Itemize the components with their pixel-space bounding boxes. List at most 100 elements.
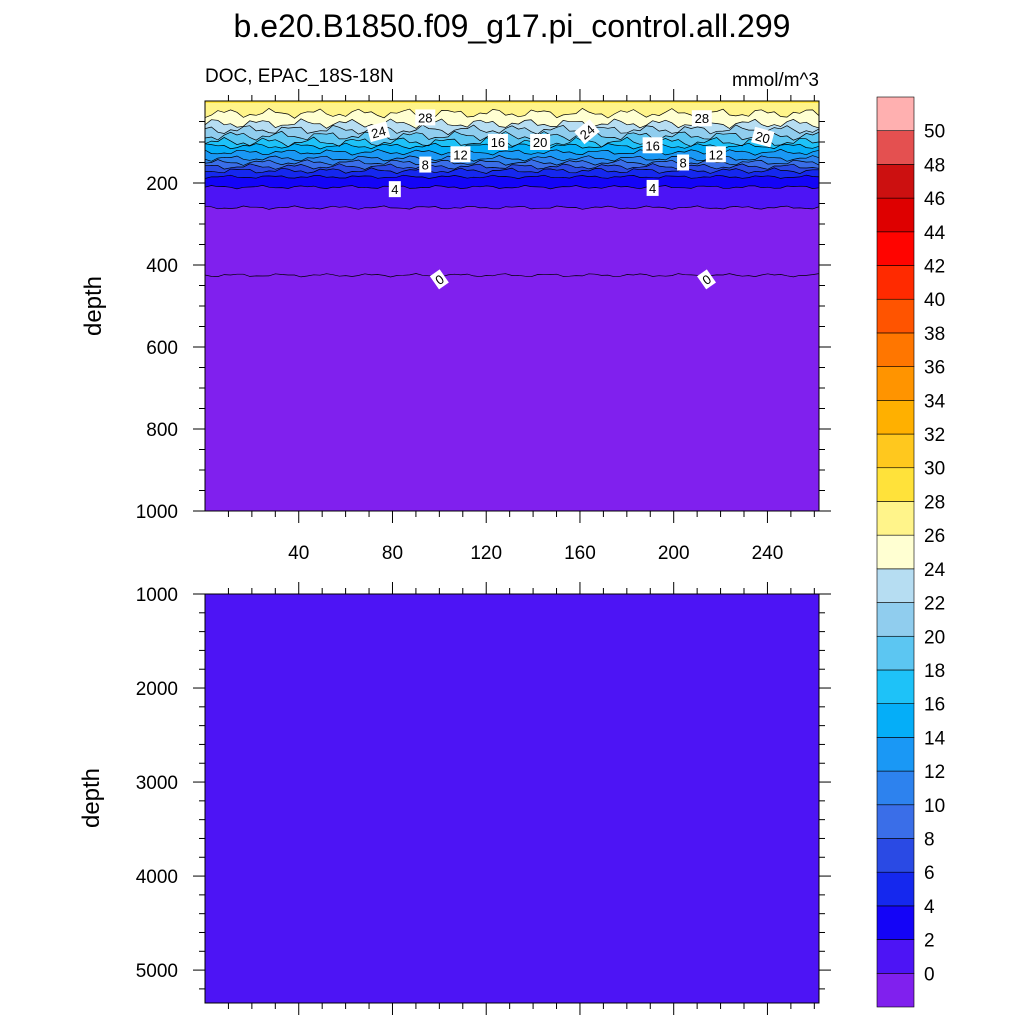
colorbar-tick-label: 0 (924, 964, 935, 985)
variable-label: DOC, EPAC_18S-18N (205, 66, 394, 87)
colorbar-tick-label: 14 (924, 728, 946, 749)
contour-label-text: 24 (370, 123, 388, 141)
contour-label-text: 4 (391, 182, 398, 197)
colorbar-tick-label: 46 (924, 189, 945, 210)
colorbar-tick-label: 38 (924, 324, 945, 345)
contour-label: 4 (646, 179, 659, 196)
colorbar-tick-label: 22 (924, 594, 945, 615)
colorbar-tick-label: 42 (924, 257, 945, 278)
x-tick-label: 40 (288, 543, 309, 564)
contour-label: 12 (705, 146, 726, 163)
colorbar-tick-label: 16 (924, 695, 945, 716)
contour-label: 0 (697, 269, 717, 290)
units-label: mmol/m^3 (732, 70, 819, 91)
contour-label: 20 (530, 134, 551, 150)
chart-title: b.e20.B1850.f09_g17.pi_control.all.299 (234, 8, 791, 44)
contour-band (205, 273, 819, 511)
contour-label: 12 (450, 146, 471, 163)
contour-band (205, 137, 819, 149)
lower-contour-fill (205, 594, 819, 1003)
colorbar-swatch (876, 433, 915, 469)
contour-band (205, 143, 819, 156)
colorbar-tick-label: 18 (924, 661, 945, 682)
colorbar-tick-label: 50 (924, 122, 945, 143)
y-tick-label: 2000 (136, 679, 178, 700)
contour-label: 24 (366, 121, 391, 143)
colorbar-tick-label: 32 (924, 425, 945, 446)
contour-label: 28 (691, 110, 712, 127)
x-tick-label: 120 (470, 543, 502, 564)
contour-label: 24 (574, 119, 600, 145)
colorbar-swatch (876, 231, 915, 266)
colorbar-swatch (876, 501, 915, 536)
contour-label: 8 (677, 154, 690, 171)
contour-line (205, 174, 819, 179)
contour-label: 0 (429, 269, 449, 290)
x-tick-label: 200 (658, 543, 690, 564)
colorbar-swatch (876, 568, 915, 603)
colorbar-tick-label: 26 (924, 526, 945, 547)
colorbar-swatch (876, 197, 915, 233)
colorbar-swatch (876, 669, 915, 704)
lower-panel: 1000 2000 3000 4000 5000 depth (78, 582, 831, 1015)
colorbar-swatch (876, 534, 915, 570)
y-tick-label: 400 (146, 256, 178, 277)
y-tick-label: 1000 (136, 502, 178, 523)
contour-label-text: 12 (709, 147, 723, 162)
contour-line (205, 167, 819, 174)
contour-band (205, 167, 819, 179)
colorbar-swatch (876, 972, 915, 1008)
contour-line (205, 185, 819, 190)
colorbar-swatch (876, 871, 915, 907)
contour-line (205, 163, 819, 170)
contour-band (205, 118, 819, 135)
colorbar-swatch (876, 96, 915, 132)
colorbar-tick-label: 30 (924, 459, 945, 480)
y-tick-label: 200 (146, 174, 178, 195)
colorbar-swatch (876, 804, 915, 839)
contour-label-box (646, 179, 659, 196)
contour-band (205, 108, 819, 129)
contour-label-box (419, 156, 432, 173)
colorbar-tick-label: 4 (924, 897, 935, 918)
contour-label: 16 (487, 134, 508, 150)
contour-label: 16 (642, 137, 663, 154)
contour-label-text: 4 (649, 181, 656, 196)
colorbar-swatch (876, 905, 915, 940)
contour-label-box (487, 134, 508, 150)
contour-line (205, 124, 819, 136)
colorbar-swatch (876, 164, 915, 199)
colorbar-swatch (876, 332, 915, 367)
contour-label-text: 12 (453, 147, 467, 162)
colorbar-swatch (876, 703, 915, 738)
y-tick-label: 3000 (136, 773, 178, 794)
colorbar-tick-label: 44 (924, 223, 946, 244)
contour-band (205, 124, 819, 141)
colorbar-tick-label: 12 (924, 762, 945, 783)
contour-band (205, 149, 819, 162)
contour-label-box (366, 121, 391, 143)
contour-band (205, 163, 819, 174)
contour-label-box (574, 119, 600, 145)
contour-label-text: 16 (491, 135, 505, 150)
upper-contour-labels: 28 24 12 16 20 24 28 20 16 12 8 8 4 4 0 0 (366, 109, 775, 290)
contour-label-box (388, 181, 401, 198)
contour-label-box (751, 126, 775, 148)
contour-label-text: 28 (695, 111, 709, 126)
y-tick-label: 4000 (136, 867, 178, 888)
contour-band (205, 101, 819, 105)
x-tick-label: 160 (564, 543, 596, 564)
contour-label: 4 (388, 181, 401, 198)
colorbar-tick-label: 24 (924, 560, 946, 581)
colorbar-tick-label: 8 (924, 829, 935, 850)
contour-label-box (705, 146, 726, 163)
colorbar-swatch (876, 939, 915, 974)
contour-line (205, 107, 819, 119)
lower-fill-area (205, 594, 819, 1003)
colorbar-swatch (876, 467, 915, 502)
lower-plot-frame (204, 593, 820, 1004)
contour-label-box (677, 154, 690, 171)
